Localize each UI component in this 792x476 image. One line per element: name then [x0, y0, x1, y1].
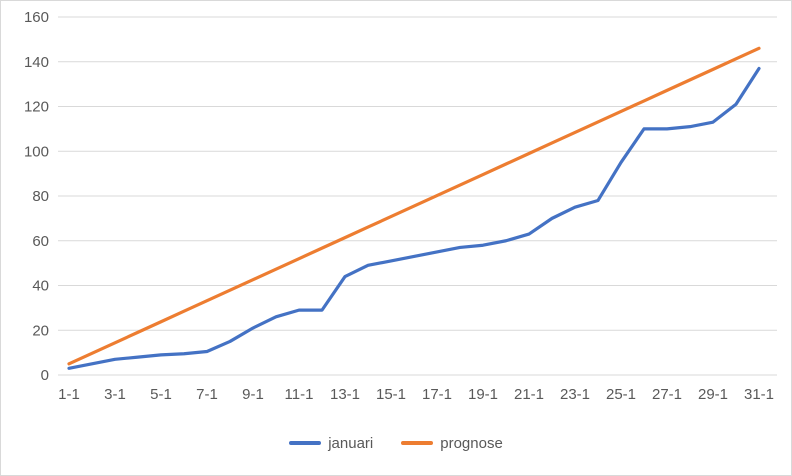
y-axis-tick-label: 80	[32, 188, 49, 205]
series-line-januari[interactable]	[67, 66, 761, 370]
chart-legend: januari prognose	[1, 431, 791, 455]
legend-swatch-januari	[289, 441, 322, 445]
legend-label-januari: januari	[328, 434, 374, 452]
legend-swatch-prognose	[401, 441, 434, 445]
x-axis-tick-label: 31-1	[744, 386, 774, 403]
x-axis-tick-label: 25-1	[606, 386, 636, 403]
x-axis-tick-label: 1-1	[58, 386, 80, 403]
y-axis-tick-label: 120	[24, 99, 49, 116]
legend-item-januari[interactable]: januari	[289, 435, 373, 452]
x-axis-tick-label: 3-1	[104, 386, 126, 403]
x-axis-tick-label: 29-1	[698, 386, 728, 403]
legend-label-prognose: prognose	[440, 434, 503, 452]
series-line-prognose[interactable]	[67, 46, 761, 366]
y-axis-tick-label: 60	[32, 233, 49, 250]
y-axis-tick-label: 40	[32, 278, 49, 295]
y-axis-tick-label: 0	[41, 367, 49, 384]
x-axis-tick-label: 21-1	[514, 386, 544, 403]
x-axis-tick-label: 7-1	[196, 386, 218, 403]
y-axis-tick-label: 140	[24, 54, 49, 71]
x-axis-tick-label: 19-1	[468, 386, 498, 403]
x-axis-tick-label: 15-1	[376, 386, 406, 403]
y-axis-tick-label: 20	[32, 322, 49, 339]
x-axis-tick-label: 17-1	[422, 386, 452, 403]
legend-item-prognose[interactable]: prognose	[401, 435, 503, 452]
plot-area: 0 20 40 60 80 100 120 140 160 1-1 3-1 5-1 7-1 9-1 11-1…	[24, 9, 777, 403]
x-axis-tick-label: 27-1	[652, 386, 682, 403]
x-axis-tick-label: 11-1	[285, 386, 314, 403]
x-axis-tick-label: 5-1	[150, 386, 172, 403]
y-axis-tick-label: 160	[24, 9, 49, 26]
x-axis-tick-label: 13-1	[330, 386, 360, 403]
x-axis-tick-label: 23-1	[560, 386, 590, 403]
x-axis-tick-label: 9-1	[242, 386, 264, 403]
y-axis-tick-label: 100	[24, 143, 49, 160]
